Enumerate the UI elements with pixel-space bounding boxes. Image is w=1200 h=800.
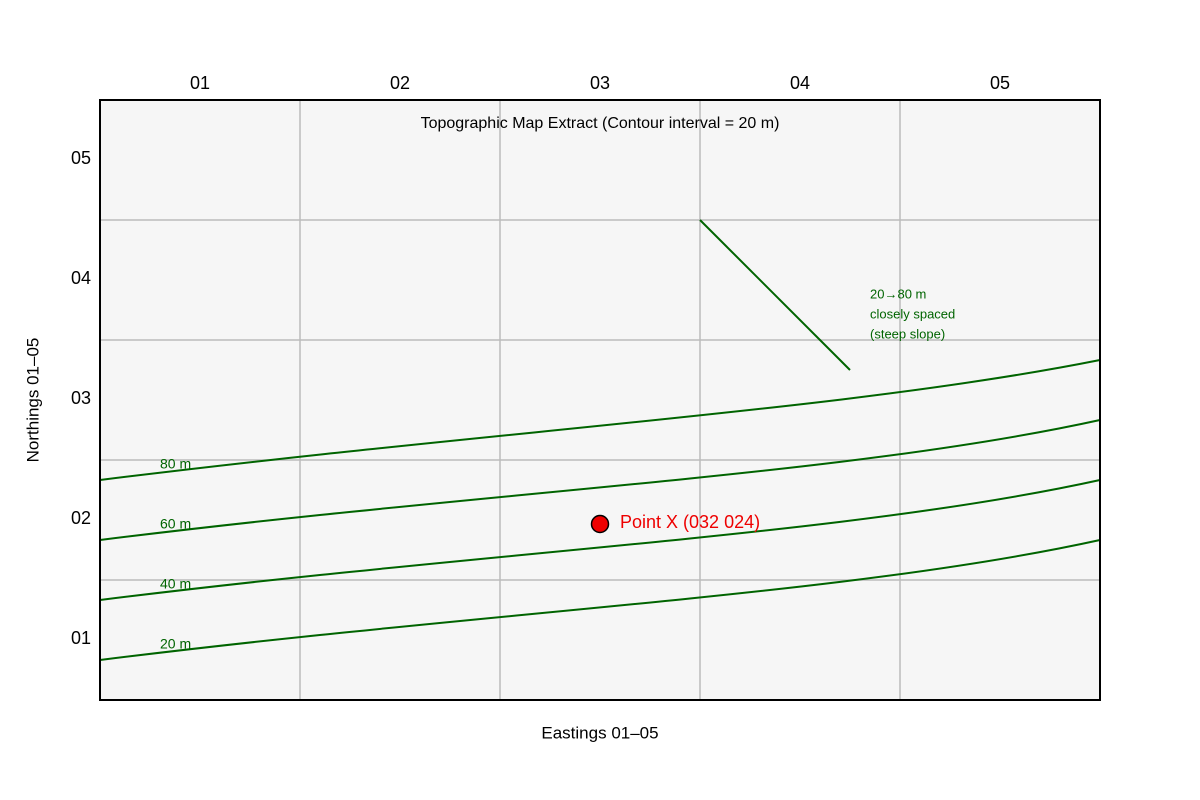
y-tick-label: 03 [71,388,91,408]
x-tick-label: 02 [390,73,410,93]
y-tick-label: 04 [71,268,91,288]
map-area [100,100,1100,700]
point-marker [590,514,610,534]
x-tick-label: 03 [590,73,610,93]
point-label: Point X (032 024) [620,512,760,532]
x-tick-label: 01 [190,73,210,93]
x-axis-label: Eastings 01–05 [541,723,658,742]
contour-label: 20 m [160,636,191,652]
map-frame [99,99,1101,701]
contour-line [99,479,1101,601]
annotation-pointer [699,219,851,371]
contours: 80 m 60 m 40 m 20 m [99,359,1101,661]
contour-label: 80 m [160,456,191,472]
annotation-text: 20→80 m [870,286,926,301]
y-axis-label: Northings 01–05 [23,338,42,463]
y-tick-label: 02 [71,508,91,528]
contour-label: 60 m [160,516,191,532]
contour-line [99,539,1101,661]
contour-line [99,359,1101,481]
x-tick-label: 04 [790,73,810,93]
map-title: Topographic Map Extract (Contour interva… [421,115,780,132]
annotation-text: closely spaced [870,306,955,321]
contour-line [99,419,1101,541]
y-tick-label: 05 [71,148,91,168]
contour-label: 40 m [160,576,191,592]
x-tick-label: 05 [990,73,1010,93]
y-tick-label: 01 [71,628,91,648]
annotation-text: (steep slope) [870,326,945,341]
